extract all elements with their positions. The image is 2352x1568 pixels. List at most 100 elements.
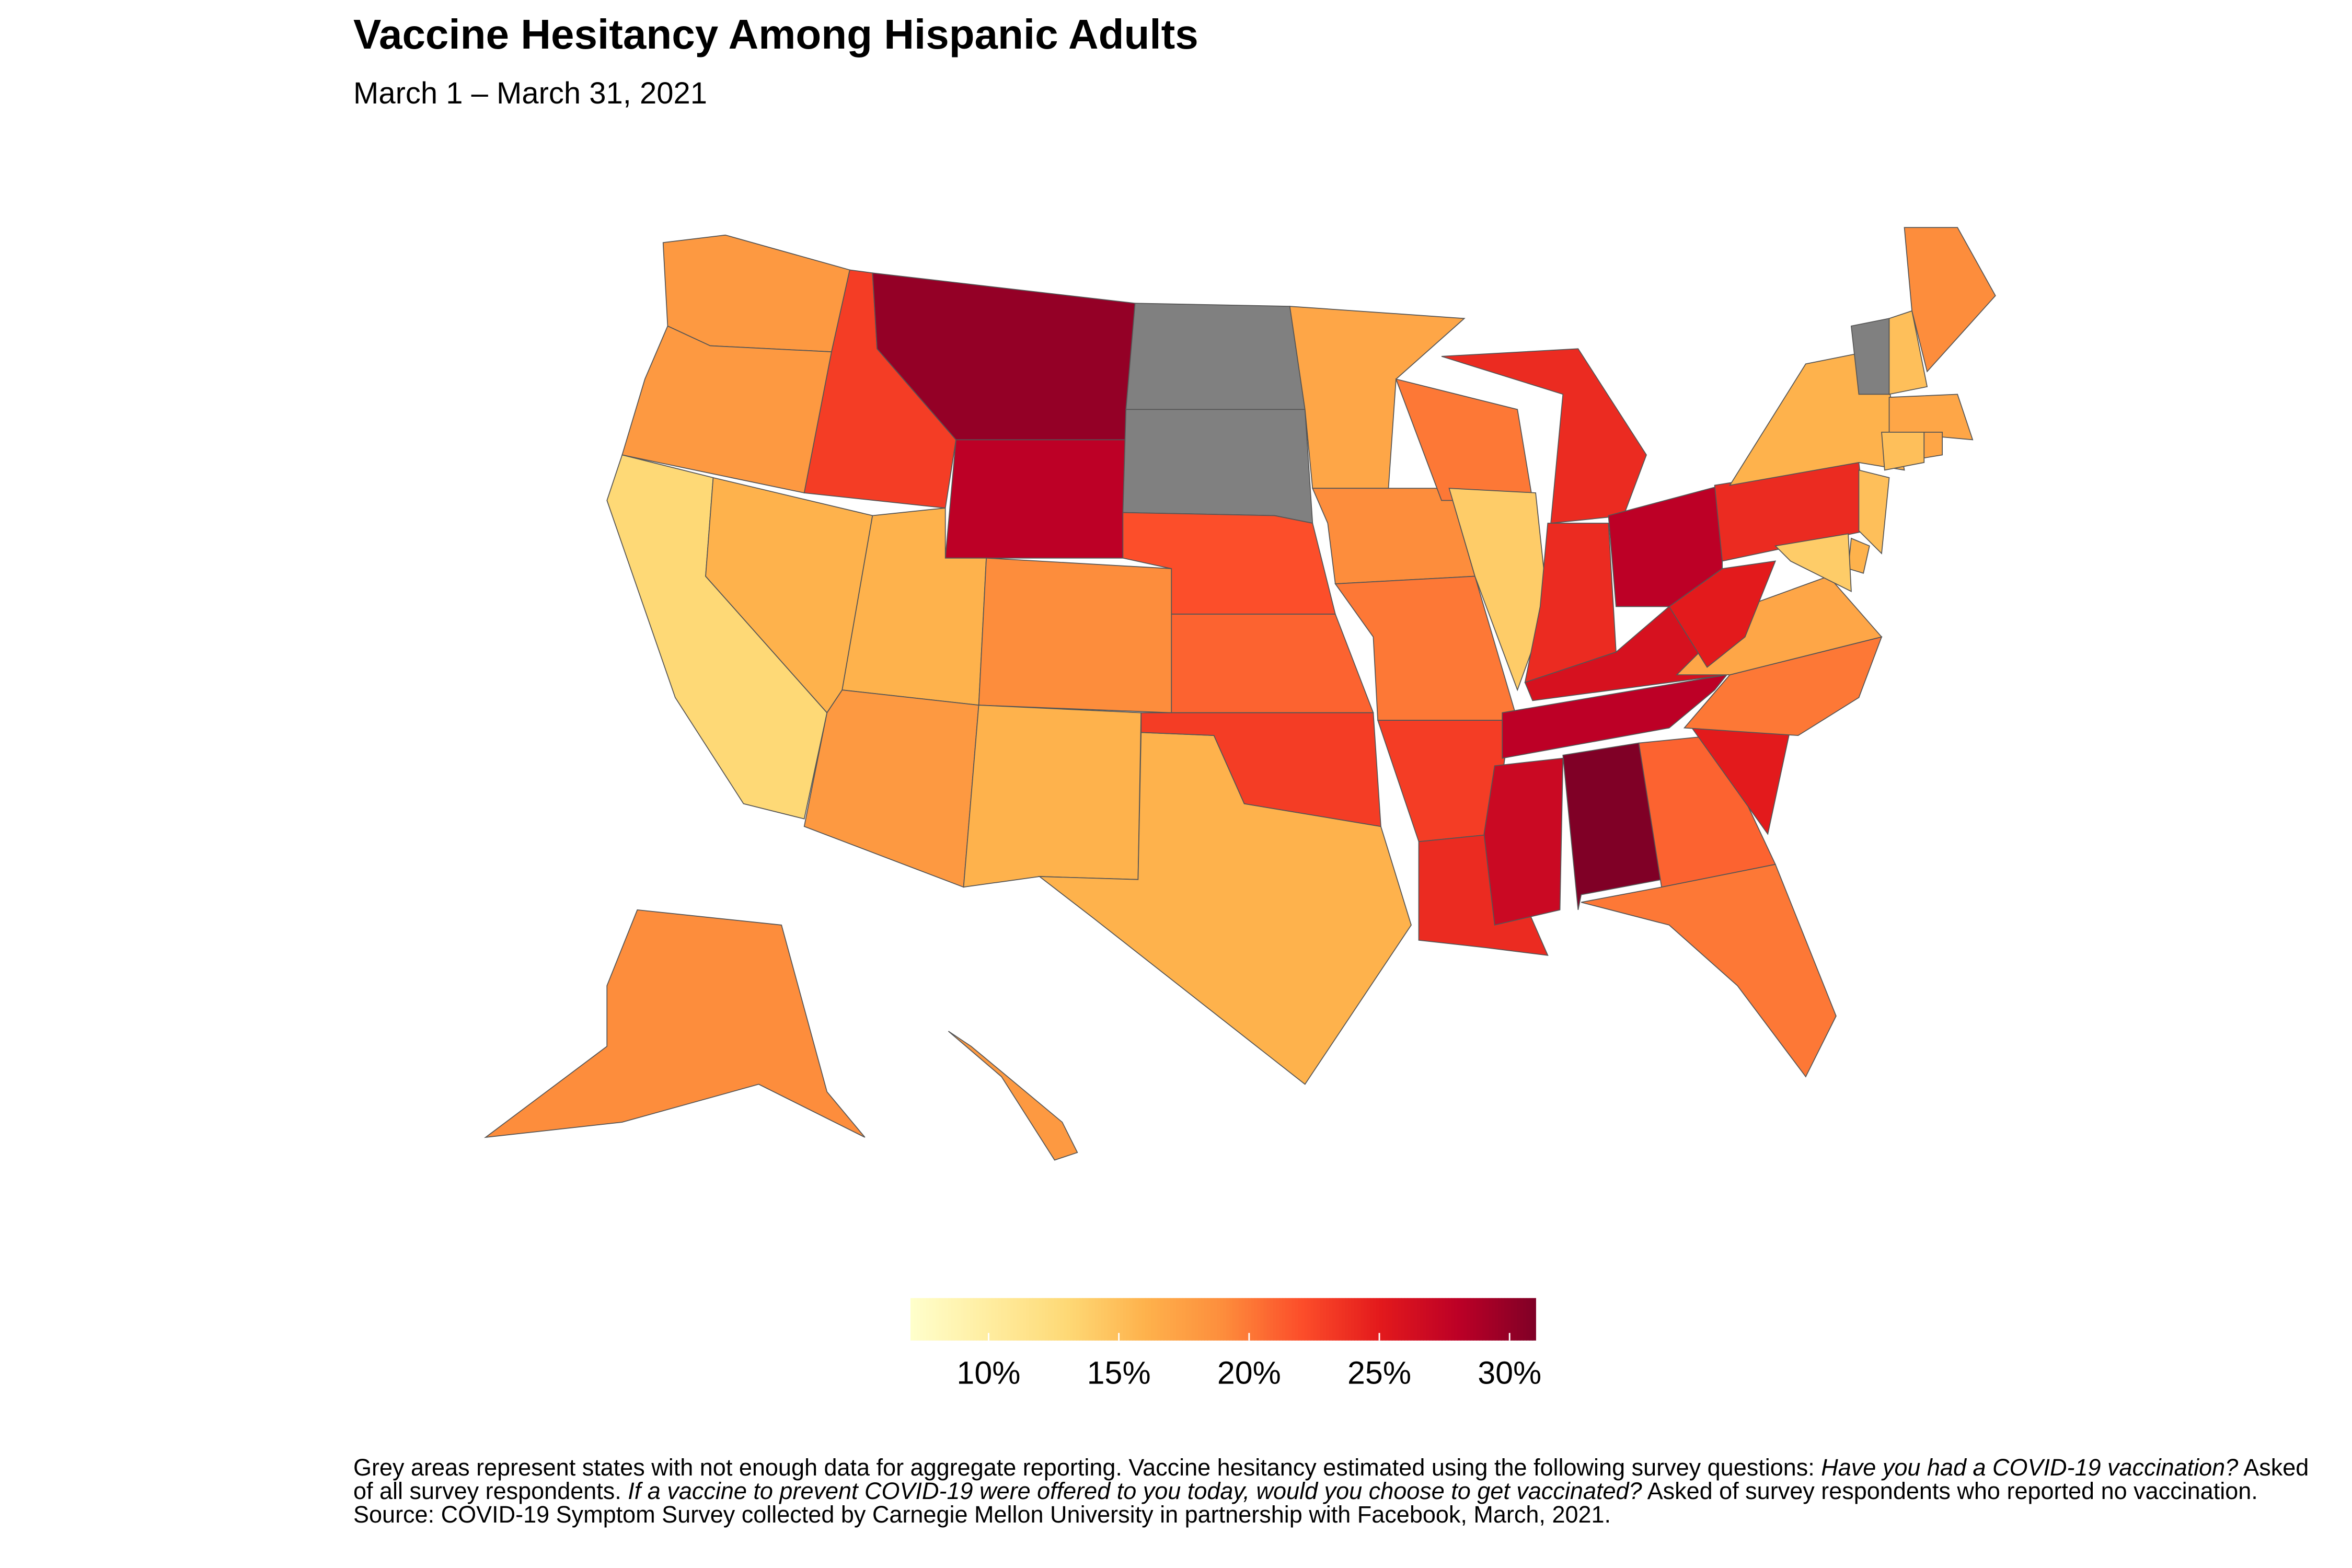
colorbar-step xyxy=(1226,1298,1230,1341)
colorbar-step xyxy=(1504,1298,1508,1341)
colorbar-step xyxy=(1063,1298,1067,1341)
colorbar-step xyxy=(979,1298,983,1341)
colorbar-step xyxy=(1335,1298,1340,1341)
colorbar-step xyxy=(1035,1298,1040,1341)
colorbar-step xyxy=(1013,1298,1018,1341)
colorbar-step xyxy=(1192,1298,1196,1341)
state xyxy=(1311,488,1476,584)
colorbar-step xyxy=(932,1298,936,1341)
colorbar-step xyxy=(1388,1298,1392,1341)
colorbar-step xyxy=(1032,1298,1036,1341)
colorbar-step xyxy=(1151,1298,1155,1341)
footnote-part: Asked of all survey respondents. xyxy=(353,1454,2309,1504)
colorbar-step xyxy=(910,1298,914,1341)
colorbar-step xyxy=(966,1298,971,1341)
state xyxy=(1881,432,1925,471)
colorbar-step xyxy=(1489,1298,1493,1341)
colorbar-step xyxy=(1345,1298,1349,1341)
colorbar-step xyxy=(1379,1298,1383,1341)
colorbar-step xyxy=(1129,1298,1133,1341)
colorbar-step xyxy=(998,1298,1002,1341)
colorbar-step xyxy=(1051,1298,1055,1341)
colorbar-step xyxy=(1023,1298,1027,1341)
colorbar-step xyxy=(1298,1298,1302,1341)
colorbar-step xyxy=(1073,1298,1077,1341)
colorbar-step xyxy=(1348,1298,1352,1341)
colorbar-step xyxy=(1107,1298,1111,1341)
colorbar-step xyxy=(1523,1298,1527,1341)
state xyxy=(1858,469,1890,555)
state xyxy=(948,1031,1078,1161)
colorbar-step xyxy=(1370,1298,1374,1341)
colorbar-step xyxy=(1163,1298,1168,1341)
colorbar-step xyxy=(948,1298,952,1341)
colorbar-step xyxy=(1273,1298,1277,1341)
colorbar-step xyxy=(1495,1298,1499,1341)
colorbar-step xyxy=(1501,1298,1505,1341)
state xyxy=(963,705,1142,888)
colorbar-step xyxy=(982,1298,986,1341)
colorbar-step xyxy=(1054,1298,1058,1341)
colorbar-step xyxy=(988,1298,993,1341)
state xyxy=(1888,310,1928,395)
colorbar-step xyxy=(1442,1298,1446,1341)
colorbar-step xyxy=(1435,1298,1439,1341)
colorbar-step xyxy=(1195,1298,1199,1341)
colorbar-step xyxy=(1429,1298,1433,1341)
colorbar-step xyxy=(1257,1298,1261,1341)
state xyxy=(483,909,866,1138)
colorbar-step xyxy=(1367,1298,1370,1341)
colorbar-step xyxy=(1423,1298,1427,1341)
colorbar-step xyxy=(1176,1298,1180,1341)
colorbar-step xyxy=(1135,1298,1139,1341)
colorbar-step xyxy=(963,1298,967,1341)
colorbar-step xyxy=(919,1298,924,1341)
colorbar-step xyxy=(1214,1298,1217,1341)
colorbar-step xyxy=(941,1298,946,1341)
colorbar-step xyxy=(1126,1298,1130,1341)
colorbar-step xyxy=(1416,1298,1421,1341)
colorbar-step xyxy=(1320,1298,1324,1341)
colorbar-step xyxy=(1342,1298,1346,1341)
state xyxy=(1848,537,1870,574)
colorbar-step xyxy=(1511,1298,1515,1341)
colorbar-step xyxy=(1404,1298,1408,1341)
colorbar-step xyxy=(1204,1298,1208,1341)
colorbar-step xyxy=(951,1298,955,1341)
colorbar-step xyxy=(1520,1298,1524,1341)
colorbar-step xyxy=(1182,1298,1186,1341)
colorbar-step xyxy=(1432,1298,1436,1341)
colorbar-step xyxy=(1088,1298,1092,1341)
colorbar-step xyxy=(1357,1298,1362,1341)
colorbar-step xyxy=(1517,1298,1521,1341)
state xyxy=(1774,533,1852,592)
state xyxy=(1888,394,1974,441)
colorbar-step xyxy=(1048,1298,1052,1341)
colorbar-step xyxy=(1310,1298,1315,1341)
colorbar-step xyxy=(1394,1298,1399,1341)
state xyxy=(1140,712,1381,827)
state xyxy=(944,439,1127,559)
colorbar-step xyxy=(1313,1298,1318,1341)
colorbar-step xyxy=(944,1298,949,1341)
footnote-part: If a vaccine to prevent COVID-19 were of… xyxy=(628,1478,1642,1504)
colorbar-step xyxy=(1407,1298,1411,1341)
state xyxy=(1923,432,1943,459)
colorbar-step xyxy=(1179,1298,1183,1341)
colorbar-step xyxy=(957,1298,961,1341)
colorbar-step xyxy=(970,1298,974,1341)
colorbar-step xyxy=(1351,1298,1355,1341)
colorbar-step xyxy=(1354,1298,1358,1341)
colorbar-step xyxy=(1301,1298,1305,1341)
colorbar xyxy=(910,1298,1536,1341)
colorbar-step xyxy=(1241,1298,1246,1341)
colorbar-step xyxy=(1385,1298,1389,1341)
colorbar-step xyxy=(1260,1298,1264,1341)
colorbar-step xyxy=(1276,1298,1280,1341)
colorbar-step xyxy=(1154,1298,1158,1341)
colorbar-tick-label: 25% xyxy=(1347,1355,1411,1391)
state xyxy=(1483,757,1564,926)
colorbar-step xyxy=(1457,1298,1461,1341)
